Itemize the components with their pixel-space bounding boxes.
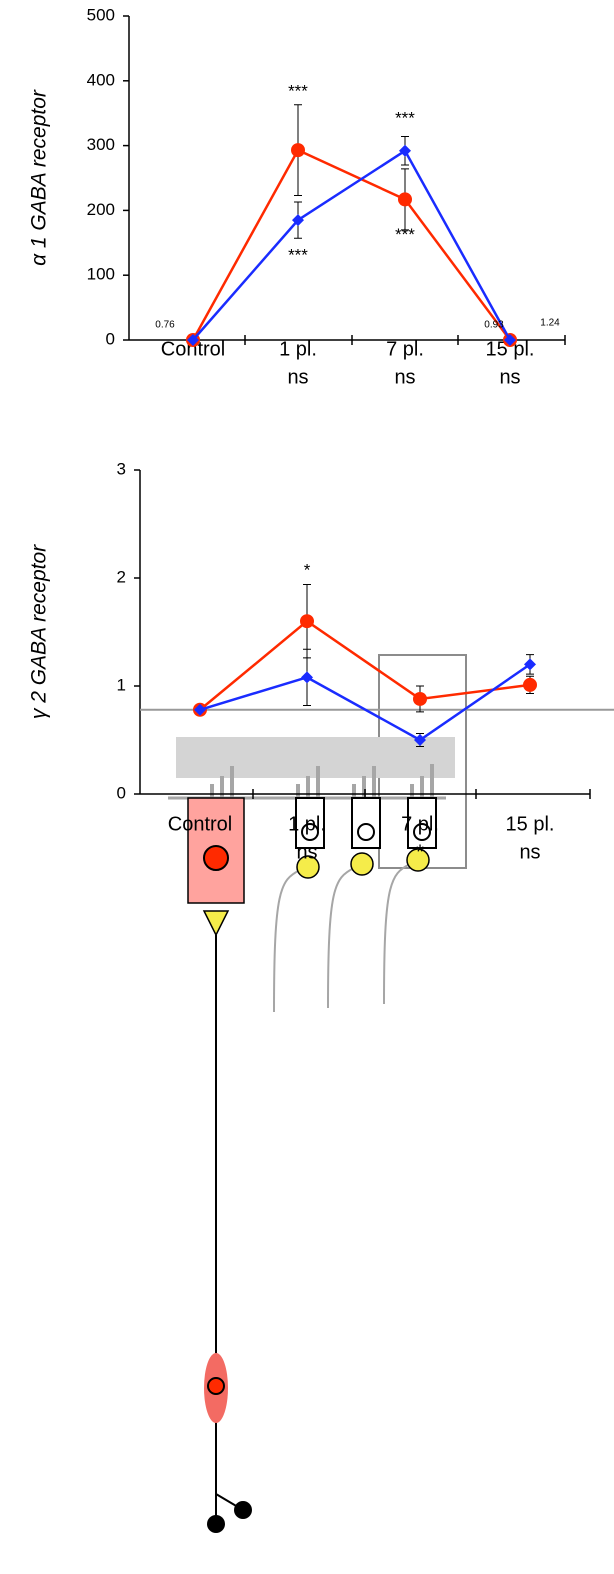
annotation: *** (395, 225, 415, 244)
x-tick-label: 1 pl. (288, 813, 326, 835)
x-tick-label: Control (161, 338, 225, 360)
annotation: *** (288, 82, 308, 101)
point-note: 1.24 (540, 318, 560, 329)
y-tick-label: 200 (87, 200, 115, 219)
marker (413, 691, 427, 706)
x-sublabel: ns (394, 366, 415, 388)
marker (414, 734, 426, 746)
marker (504, 334, 516, 346)
marker (399, 144, 411, 157)
x-tick-label: Control (168, 813, 232, 835)
x-sublabel: ns (519, 841, 540, 863)
marker (194, 703, 206, 716)
annotation: *** (395, 108, 415, 127)
black-terminal (207, 1515, 225, 1533)
x-sublabel: ns (499, 366, 520, 388)
annotation: *** (288, 246, 308, 265)
y-tick-label: 2 (117, 567, 126, 586)
series-line (199, 619, 531, 711)
y-tick-label: 400 (87, 70, 115, 89)
chart: γ 2 GABA receptor 0 1 2 3 Control 1 pl. ns 7 pl.… (28, 459, 614, 863)
black-terminal (234, 1501, 252, 1519)
marker (300, 614, 314, 629)
marker (524, 658, 536, 671)
marker (523, 677, 537, 692)
white-cells (295, 797, 437, 849)
diagram (168, 737, 455, 1533)
x-sublabel: ns (287, 366, 308, 388)
x-tick-label: 15 pl. (486, 338, 535, 360)
y-tick-label: 3 (117, 459, 126, 478)
yellow-terminals (296, 848, 430, 879)
series-line (192, 149, 512, 341)
y-tick-label: 0 (106, 329, 115, 348)
x-tick-label: 7 pl. (401, 813, 439, 835)
y-tick-label: 300 (87, 135, 115, 154)
y-axis-label: α 1 GABA receptor (28, 89, 51, 266)
x-sublabel: ns (296, 841, 317, 863)
y-tick-label: 1 (117, 675, 126, 694)
chart: α 1 GABA receptor 0 100 200 300 400 500 Control… (28, 5, 566, 388)
point-note: 0.76 (155, 320, 175, 331)
x-sublabel: * (416, 841, 424, 863)
marker (398, 192, 412, 207)
x-tick-label: 15 pl. (506, 813, 555, 835)
red-nucleus (203, 845, 229, 871)
layer-band (176, 737, 455, 778)
red-dot (207, 1377, 225, 1395)
marker (187, 334, 199, 346)
fibers (273, 863, 411, 1013)
point-note: 0.93 (484, 320, 504, 331)
series-line (199, 663, 531, 742)
series-line (191, 148, 512, 341)
marker (291, 143, 305, 158)
x-tick-label: 7 pl. (386, 338, 424, 360)
y-tick-label: 500 (87, 5, 115, 24)
y-tick-label: 100 (87, 265, 115, 284)
marker (292, 214, 304, 227)
annotation: * (304, 561, 311, 580)
y-tick-label: 0 (117, 783, 126, 802)
y-axis-label: γ 2 GABA receptor (28, 544, 51, 719)
marker (301, 671, 313, 684)
x-tick-label: 1 pl. (279, 338, 317, 360)
yellow-triangle (202, 910, 230, 937)
